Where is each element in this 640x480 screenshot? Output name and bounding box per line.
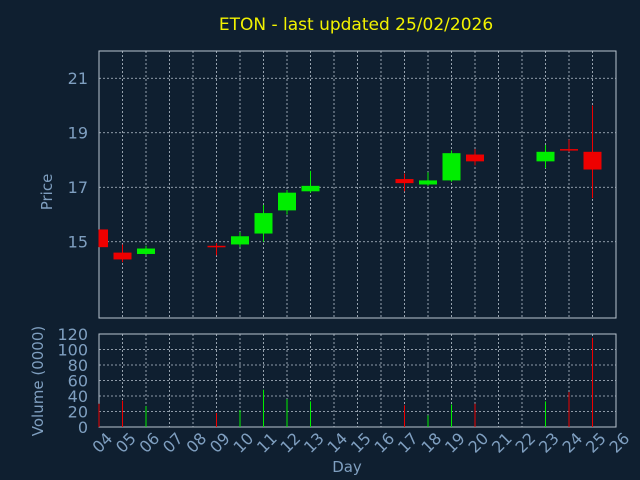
price-tick-label: 19 (68, 124, 88, 143)
candle-body (99, 229, 108, 248)
candle-body (536, 151, 555, 162)
volume-tick-label: 20 (68, 403, 88, 422)
candle-body (560, 149, 578, 151)
price-tick-label: 21 (68, 69, 88, 88)
candle-body (419, 180, 437, 185)
volume-tick-label: 40 (68, 387, 88, 406)
price-tick-label: 15 (68, 233, 88, 252)
x-axis: 0405060708091011121314151617181920212223… (88, 429, 633, 457)
candle-body (466, 154, 484, 162)
x-axis-label: Day (332, 458, 362, 476)
candle-body (395, 179, 414, 184)
candle-body (113, 252, 132, 260)
volume-tick-label: 100 (57, 341, 88, 360)
volume-tick-label: 120 (57, 325, 88, 344)
candle-body (137, 248, 155, 254)
candle-body (207, 245, 226, 248)
price-tick-label: 17 (68, 178, 88, 197)
x-tick-label: 26 (605, 429, 633, 457)
candle-body (278, 192, 296, 211)
chart-title: ETON - last updated 25/02/2026 (219, 15, 493, 35)
candle-body (254, 213, 273, 234)
volume-tick-label: 80 (68, 356, 88, 375)
volume-axis-label: Volume (0000) (29, 326, 47, 436)
volume-tick-label: 60 (68, 372, 88, 391)
candle-body (442, 153, 461, 181)
candle-body (231, 236, 249, 245)
volume-tick-label: 0 (78, 418, 88, 437)
candle-body (583, 151, 602, 170)
price-axis-label: Price (38, 174, 56, 211)
price-panel: 15 17 19 21 (68, 50, 617, 319)
candle-body (301, 185, 320, 192)
